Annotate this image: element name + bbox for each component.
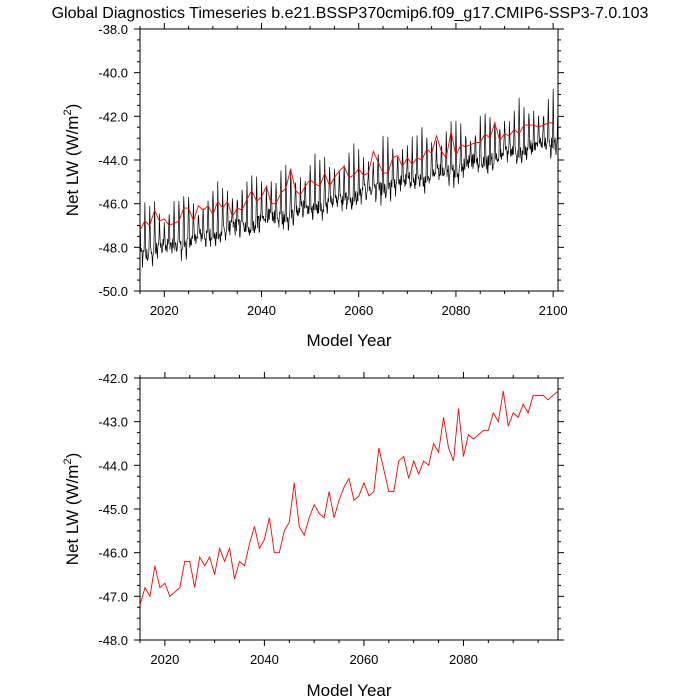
top-y-tick-label: -38.0 <box>98 22 128 37</box>
top-ticks: 2020 2040 2060 2080 2100 -50.0 -48.0 -46.0 -44.0… <box>98 22 567 318</box>
top-y-label-main: Net LW (W/m <box>63 116 82 217</box>
top-x-axis-label: Model Year <box>306 331 391 350</box>
bottom-x-axis-label: Model Year <box>306 681 391 700</box>
bottom-y-label-tail: ) <box>63 453 82 459</box>
top-y-label-tail: ) <box>63 104 82 110</box>
bottom-y-tick-label: -45.0 <box>98 502 128 517</box>
top-panel: 2020 2040 2060 2080 2100 -50.0 -48.0 -46.0 -44.0… <box>62 22 568 350</box>
bottom-y-label-main: Net LW (W/m <box>63 465 82 566</box>
top-x-tick-label: 2100 <box>539 303 568 318</box>
bottom-series-annual <box>139 390 559 606</box>
bottom-x-tick-label: 2020 <box>150 652 179 667</box>
top-y-tick-label: -46.0 <box>98 197 128 212</box>
figure-title: Global Diagnostics Timeseries b.e21.BSSP… <box>52 5 649 22</box>
top-x-tick-label: 2060 <box>344 303 373 318</box>
top-y-tick-label: -44.0 <box>98 153 128 168</box>
top-y-tick-label: -50.0 <box>98 284 128 299</box>
bottom-y-tick-label: -47.0 <box>98 589 128 604</box>
top-series-annual <box>139 121 554 231</box>
bottom-y-tick-label: -44.0 <box>98 458 128 473</box>
bottom-y-axis-label: Net LW (W/m2) <box>62 453 82 566</box>
bottom-y-tick-label: -48.0 <box>98 633 128 648</box>
top-y-tick-label: -40.0 <box>98 66 128 81</box>
bottom-series <box>139 390 559 606</box>
top-x-tick-label: 2040 <box>247 303 276 318</box>
top-series-monthly <box>139 88 558 268</box>
bottom-x-tick-label: 2080 <box>449 652 478 667</box>
bottom-x-tick-label: 2060 <box>349 652 378 667</box>
bottom-y-tick-label: -43.0 <box>98 415 128 430</box>
bottom-y-tick-label: -46.0 <box>98 546 128 561</box>
bottom-x-tick-label: 2040 <box>250 652 279 667</box>
top-y-tick-label: -42.0 <box>98 109 128 124</box>
top-y-tick-label: -48.0 <box>98 240 128 255</box>
top-y-label-sup: 2 <box>62 109 74 115</box>
bottom-ticks: 2020 2040 2060 2080 -48.0 -47.0 -46.0 -45.0 -44.… <box>98 371 564 667</box>
top-series <box>139 88 558 268</box>
bottom-y-label-sup: 2 <box>62 458 74 464</box>
top-x-tick-label: 2020 <box>150 303 179 318</box>
bottom-panel: 2020 2040 2060 2080 -48.0 -47.0 -46.0 -45.0 -44.… <box>62 371 564 700</box>
top-y-axis-label: Net LW (W/m2) <box>62 104 82 217</box>
bottom-y-tick-label: -42.0 <box>98 371 128 386</box>
top-x-tick-label: 2080 <box>441 303 470 318</box>
